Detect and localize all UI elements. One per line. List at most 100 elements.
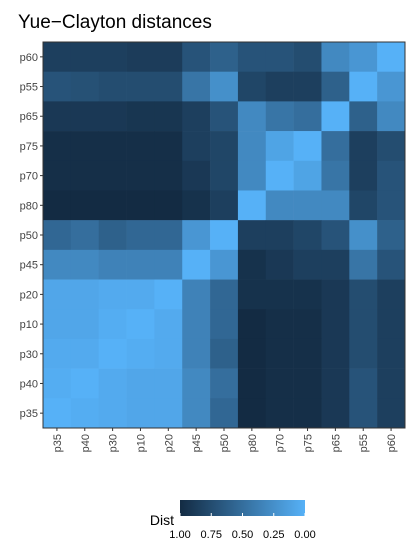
heat-cell <box>349 309 378 340</box>
y-tick-label: p70 <box>20 171 38 183</box>
heat-cell <box>293 368 322 399</box>
heat-cell <box>182 220 211 251</box>
y-tick-label: p80 <box>20 200 38 212</box>
heat-cell <box>237 42 267 72</box>
heat-cell <box>70 71 99 102</box>
heat-cell <box>43 220 72 251</box>
heat-cell <box>70 190 99 221</box>
heat-cell <box>321 71 350 102</box>
heat-cell <box>265 279 294 310</box>
heat-cell <box>321 279 350 310</box>
heat-cell <box>349 368 378 399</box>
x-tick-label: p65 <box>330 434 342 452</box>
heat-cell <box>321 338 350 369</box>
heat-cell <box>182 42 211 72</box>
heat-cell <box>265 101 294 132</box>
heat-cell <box>293 160 322 191</box>
heat-cell <box>126 338 155 369</box>
heat-cell <box>265 368 294 399</box>
heat-cell <box>43 249 72 280</box>
heat-cell <box>210 279 239 310</box>
heat-cell <box>126 368 155 399</box>
heat-cell <box>349 71 378 102</box>
heat-cell <box>154 249 183 280</box>
x-tick-label: p50 <box>219 434 231 452</box>
heat-cell <box>98 220 127 251</box>
heat-cell <box>70 398 99 429</box>
heat-cell <box>293 190 322 221</box>
heat-cell <box>126 190 155 221</box>
heat-cell <box>377 42 406 72</box>
heat-cell <box>321 368 350 399</box>
legend-tick-label: 0.75 <box>201 529 222 541</box>
heat-cell <box>293 249 322 280</box>
heat-cell <box>237 368 267 399</box>
heat-cell <box>98 338 127 369</box>
x-tick-label: p30 <box>108 434 120 452</box>
y-tick-label: p75 <box>20 141 38 153</box>
heat-cell <box>237 131 267 162</box>
x-tick-label: p10 <box>135 434 147 452</box>
heat-cell <box>43 42 72 72</box>
heat-cell <box>43 131 72 162</box>
heat-cell <box>237 338 267 369</box>
heat-cell <box>237 309 267 340</box>
x-tick-label: p55 <box>358 434 370 452</box>
heat-cell <box>293 279 322 310</box>
heat-cell <box>321 220 350 251</box>
heat-cell <box>349 101 378 132</box>
heat-cell <box>349 190 378 221</box>
heat-cell <box>349 42 378 72</box>
heat-cell <box>70 279 99 310</box>
heat-cell <box>154 309 183 340</box>
heat-cell <box>377 249 406 280</box>
y-tick-label: p45 <box>20 260 38 272</box>
heat-cell <box>349 249 378 280</box>
heat-cell <box>237 160 267 191</box>
heat-cell <box>126 160 155 191</box>
heat-cell <box>70 101 99 132</box>
heat-cell <box>293 131 322 162</box>
heat-cell <box>98 71 127 102</box>
heat-cell <box>210 368 239 399</box>
x-tick-label: p60 <box>386 434 398 452</box>
y-tick-label: p10 <box>20 319 38 331</box>
heat-cell <box>154 279 183 310</box>
legend-title: Dist <box>150 512 174 528</box>
heat-cell <box>70 309 99 340</box>
heat-cell <box>98 131 127 162</box>
heat-cell <box>349 220 378 251</box>
heat-cell <box>293 42 322 72</box>
heat-cell <box>126 101 155 132</box>
legend-tick-label: 0.25 <box>263 529 284 541</box>
heat-cell <box>377 160 406 191</box>
heat-cell <box>182 249 211 280</box>
heat-cell <box>154 131 183 162</box>
heat-cell <box>349 279 378 310</box>
y-tick-label: p20 <box>20 289 38 301</box>
heat-cell <box>126 42 155 72</box>
heat-cell <box>321 398 350 429</box>
heat-cell <box>43 338 72 369</box>
y-tick-label: p40 <box>20 378 38 390</box>
heat-cell <box>377 131 406 162</box>
x-tick-label: p80 <box>247 434 259 452</box>
heat-cell <box>210 338 239 369</box>
heat-cell <box>182 309 211 340</box>
heat-cell <box>210 71 239 102</box>
heat-cell <box>210 160 239 191</box>
heat-cell <box>265 71 294 102</box>
x-tick-label: p20 <box>163 434 175 452</box>
heat-cell <box>154 71 183 102</box>
heat-cell <box>321 309 350 340</box>
heat-cell <box>210 398 239 429</box>
heat-cell <box>293 398 322 429</box>
heat-cell <box>154 190 183 221</box>
heat-cell <box>237 71 267 102</box>
heat-cell <box>43 71 72 102</box>
heat-cell <box>237 101 267 132</box>
heat-cell <box>293 71 322 102</box>
heat-cell <box>98 309 127 340</box>
legend-colorbar <box>180 500 305 516</box>
